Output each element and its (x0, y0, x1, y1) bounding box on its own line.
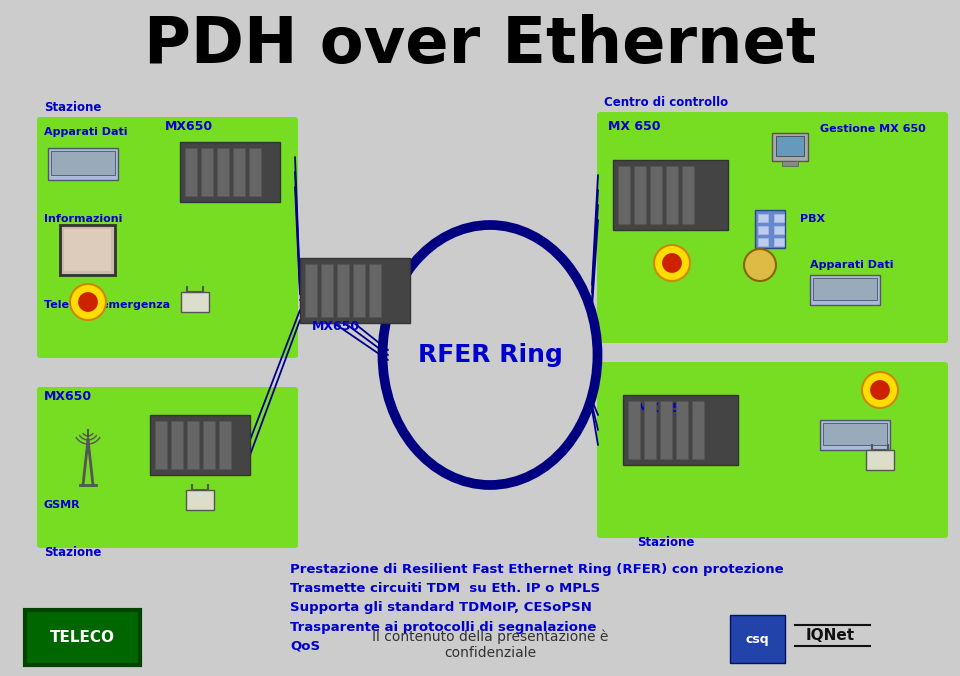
Bar (774, 238, 784, 246)
Circle shape (662, 253, 682, 273)
Bar (758, 226, 768, 234)
Text: MX650: MX650 (312, 320, 360, 333)
Text: Prestazione di Resilient Fast Ethernet Ring (RFER) con protezione: Prestazione di Resilient Fast Ethernet R… (290, 564, 783, 577)
Bar (643, 401, 656, 459)
Bar (772, 133, 808, 161)
Bar (823, 423, 887, 445)
Bar (622, 395, 737, 465)
Bar (203, 421, 215, 469)
Bar (181, 292, 209, 312)
Text: Il contenuto della presentazione è
confidenziale: Il contenuto della presentazione è confi… (372, 629, 609, 660)
Bar (233, 148, 245, 196)
Bar (300, 258, 410, 322)
Bar (180, 142, 280, 202)
Bar (758, 214, 768, 222)
Text: MX 650: MX 650 (637, 402, 689, 415)
Bar (305, 264, 317, 316)
Text: PBX: PBX (800, 214, 826, 224)
Bar (730, 615, 785, 663)
Text: Centro di controllo: Centro di controllo (604, 96, 728, 109)
Bar (776, 136, 804, 156)
Bar (617, 166, 630, 224)
Bar (634, 166, 645, 224)
Text: MX650: MX650 (165, 120, 213, 133)
Bar (676, 401, 687, 459)
Bar (813, 278, 877, 300)
Text: PDH over Ethernet: PDH over Ethernet (144, 14, 816, 76)
Text: IQNet: IQNet (805, 627, 854, 642)
Bar (321, 264, 333, 316)
Bar (758, 238, 768, 246)
Bar (755, 210, 785, 248)
Text: Stazione: Stazione (44, 546, 102, 559)
Text: Trasmette circuiti TDM  su Eth. IP o MPLS: Trasmette circuiti TDM su Eth. IP o MPLS (290, 583, 600, 596)
Text: Apparati Dati: Apparati Dati (44, 127, 128, 137)
Circle shape (870, 380, 890, 400)
Bar (774, 226, 784, 234)
Text: Informazioni: Informazioni (44, 214, 122, 224)
Circle shape (862, 372, 898, 408)
Bar (337, 264, 349, 316)
Bar (219, 421, 231, 469)
Bar (660, 401, 671, 459)
Text: Supporta gli standard TDMoIP, CESoPSN: Supporta gli standard TDMoIP, CESoPSN (290, 602, 592, 614)
Bar (185, 148, 197, 196)
Bar (612, 160, 728, 230)
Bar (810, 275, 880, 305)
Text: GSMR: GSMR (44, 500, 81, 510)
FancyBboxPatch shape (37, 117, 298, 358)
Text: TELECO: TELECO (50, 629, 114, 644)
Text: Gestione MX 650: Gestione MX 650 (820, 124, 925, 134)
Bar (782, 161, 798, 166)
Bar (187, 421, 199, 469)
Text: Apparati Dati: Apparati Dati (810, 260, 894, 270)
Text: Trasparente ai protocolli di segnalazione: Trasparente ai protocolli di segnalazion… (290, 621, 596, 633)
Bar (155, 421, 167, 469)
Text: MX 650: MX 650 (608, 120, 660, 133)
Bar (201, 148, 213, 196)
FancyBboxPatch shape (597, 112, 948, 343)
Bar (774, 214, 784, 222)
Text: Telefono emergenza: Telefono emergenza (44, 300, 170, 310)
Circle shape (78, 292, 98, 312)
Text: csq: csq (745, 633, 769, 646)
Text: Stazione: Stazione (637, 536, 694, 549)
Bar (650, 166, 661, 224)
Bar (48, 148, 118, 180)
Bar (249, 148, 261, 196)
Text: MX650: MX650 (44, 390, 92, 403)
Bar (353, 264, 365, 316)
Bar (171, 421, 183, 469)
Text: RFER Ring: RFER Ring (418, 343, 563, 367)
Bar (369, 264, 381, 316)
FancyBboxPatch shape (597, 362, 948, 538)
Bar (51, 151, 115, 175)
Circle shape (654, 245, 690, 281)
Bar (628, 401, 639, 459)
FancyBboxPatch shape (37, 387, 298, 548)
Text: Stazione: Stazione (44, 101, 102, 114)
Bar (682, 166, 693, 224)
Bar (64, 229, 111, 271)
Text: QoS: QoS (290, 639, 320, 652)
Circle shape (70, 284, 106, 320)
Bar (150, 415, 250, 475)
Bar (25, 610, 140, 665)
Bar (866, 450, 894, 470)
Circle shape (744, 249, 776, 281)
Bar (665, 166, 678, 224)
Bar (60, 225, 115, 275)
Bar (217, 148, 229, 196)
Bar (691, 401, 704, 459)
Bar (186, 490, 214, 510)
Bar (820, 420, 890, 450)
